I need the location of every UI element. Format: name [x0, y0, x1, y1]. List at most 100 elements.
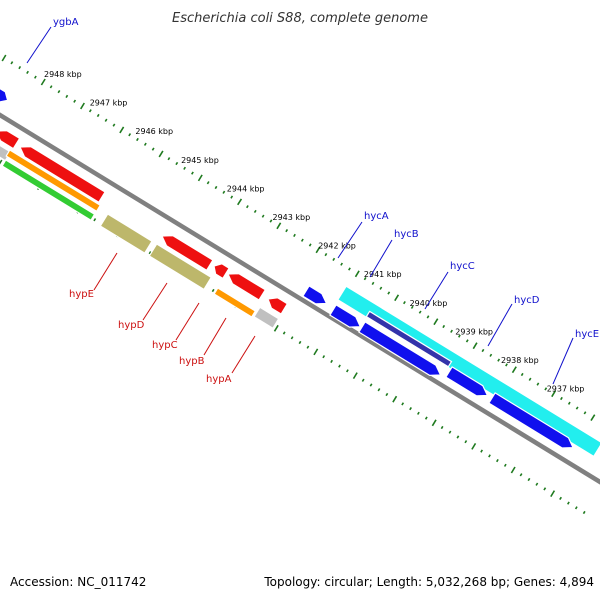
minor-tick	[34, 75, 37, 79]
kbp-label: 2943 kbp	[273, 213, 311, 222]
minor-tick	[567, 401, 571, 405]
minor-tick	[285, 228, 289, 233]
feature-navy[interactable]	[365, 310, 453, 368]
kbp-label: 2947 kbp	[90, 99, 128, 108]
feature-khaki-1[interactable]	[99, 213, 153, 254]
minor-tick	[246, 205, 249, 209]
gene-ygba[interactable]	[0, 87, 9, 103]
gene-label-hycb[interactable]: hycB	[369, 229, 419, 278]
major-tick	[0, 159, 3, 165]
major-tick	[550, 490, 556, 498]
major-tick	[551, 390, 557, 398]
major-tick	[197, 174, 203, 182]
gene-label-text: hypC	[152, 340, 178, 351]
minor-tick	[10, 61, 14, 65]
minor-tick	[230, 195, 234, 199]
feature-gray-right[interactable]	[253, 306, 280, 330]
minor-tick	[348, 267, 351, 271]
gene-left-red-1[interactable]	[0, 129, 21, 150]
minor-tick	[96, 113, 100, 118]
feature-green-left[interactable]	[1, 159, 96, 222]
gene-hycb[interactable]	[329, 304, 362, 328]
feature-cyan[interactable]	[336, 285, 600, 458]
gene-hypb[interactable]	[227, 272, 267, 301]
feature-orange-right[interactable]	[213, 287, 257, 318]
gene-label-text: hypE	[69, 289, 94, 300]
gene-label-hyce[interactable]: hycE	[552, 329, 599, 385]
minor-tick	[371, 281, 375, 286]
minor-tick	[293, 233, 296, 238]
minor-tick	[282, 331, 286, 335]
kbp-label: 2939 kbp	[455, 327, 493, 336]
minor-tick	[253, 209, 257, 214]
gene-label-text: hycA	[364, 211, 389, 222]
minor-tick	[481, 348, 485, 353]
kbp-label: 2946 kbp	[135, 127, 173, 136]
topology-label: Topology: circular; Length: 5,032,268 bp…	[264, 575, 594, 589]
minor-tick	[290, 336, 294, 340]
gene-label-hycd[interactable]: hycD	[487, 295, 540, 347]
major-tick	[511, 366, 517, 374]
gene-label-text: hypA	[206, 374, 232, 385]
minor-tick	[424, 416, 428, 420]
gene-label-ygba[interactable]: ygbA	[26, 17, 79, 64]
feature-orange-left[interactable]	[5, 149, 102, 213]
minor-tick	[458, 334, 461, 338]
gene-label-hypc[interactable]: hypC	[152, 302, 200, 351]
minor-tick	[104, 118, 108, 122]
major-tick	[237, 198, 243, 206]
major-tick	[273, 324, 279, 332]
minor-tick	[298, 340, 302, 345]
minor-tick	[505, 363, 508, 367]
gene-label-text: hycD	[514, 295, 540, 306]
minor-tick	[575, 406, 579, 410]
gene-hypc[interactable]	[213, 263, 230, 280]
major-tick	[158, 150, 164, 158]
minor-tick	[442, 324, 446, 329]
gene-hycd[interactable]	[445, 366, 489, 397]
gene-label-hype[interactable]: hypE	[69, 252, 118, 300]
minor-tick	[582, 510, 586, 515]
minor-tick	[322, 355, 326, 359]
minor-tick	[559, 496, 562, 501]
feature-tracks	[0, 87, 600, 487]
minor-tick	[49, 85, 53, 89]
minor-tick	[261, 214, 265, 218]
minor-tick	[330, 359, 333, 364]
map-title: Escherichia coli S88, complete genome	[172, 11, 428, 26]
gene-hycc[interactable]	[358, 321, 442, 377]
gene-label-hypd[interactable]: hypD	[118, 282, 168, 331]
minor-tick	[560, 396, 563, 401]
gene-label-hyca[interactable]: hycA	[337, 211, 389, 259]
gene-label-text: hycB	[394, 229, 419, 240]
minor-tick	[269, 219, 273, 223]
gene-label-hycc[interactable]: hycC	[424, 261, 475, 310]
major-tick	[352, 372, 358, 380]
minor-tick	[214, 185, 218, 190]
minor-tick	[369, 383, 373, 387]
feature-khaki-2[interactable]	[148, 243, 213, 291]
minor-tick	[167, 157, 171, 161]
minor-tick	[151, 147, 155, 151]
gene-label-text: hypB	[179, 356, 205, 367]
gene-right-blue-1[interactable]	[302, 285, 328, 305]
minor-tick	[527, 477, 531, 482]
gene-hyce[interactable]	[488, 392, 574, 449]
minor-tick	[222, 190, 226, 194]
gene-hype[interactable]	[19, 145, 106, 204]
minor-tick	[191, 171, 194, 175]
gene-hypd[interactable]	[161, 234, 214, 272]
gene-label-hypa[interactable]: hypA	[206, 335, 256, 385]
minor-tick	[497, 358, 501, 362]
gene-label-text: ygbA	[53, 17, 79, 28]
gene-hypa[interactable]	[267, 297, 289, 315]
minor-tick	[26, 70, 29, 75]
kbp-label: 2941 kbp	[364, 270, 402, 279]
tick-ring	[0, 54, 596, 515]
gene-label-hypb[interactable]: hypB	[179, 317, 227, 367]
major-tick	[80, 102, 85, 110]
kbp-label: 2938 kbp	[501, 356, 539, 365]
major-tick	[472, 342, 478, 350]
minor-tick	[503, 463, 507, 467]
minor-tick	[496, 458, 499, 463]
